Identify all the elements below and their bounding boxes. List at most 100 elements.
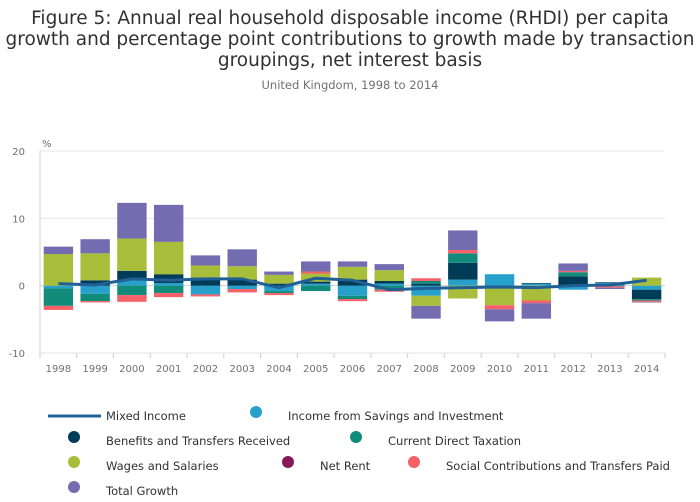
bar-segment [43,288,74,306]
x-tick-label: 2011 [524,364,549,375]
x-tick-label: 2008 [413,364,438,375]
x-tick-label: 2001 [156,364,181,375]
bar-segment [595,286,625,288]
bar-segment [558,276,588,286]
x-tick-label: 2003 [229,364,254,375]
bar-segment [80,301,110,303]
bar-segment [374,280,404,284]
legend-label: Mixed Income [106,409,186,423]
bar-segment [448,249,478,254]
legend-item[interactable]: Benefits and Transfers Received [68,431,290,448]
bar-segment [117,279,147,286]
bar-segment [337,299,368,302]
bar-segment [43,254,74,286]
bar-segment [521,282,552,284]
bar-segment [374,283,404,286]
bar-segment [117,202,147,239]
x-tick-label: 2005 [303,364,328,375]
bar-segment [521,285,552,301]
bar-segment [43,285,74,289]
bar-segment [337,295,368,300]
y-tick-label: 10 [12,214,25,225]
bar-segment [301,271,331,274]
bar-segment [264,271,294,275]
bar-segment [337,266,368,280]
bar-segment [227,266,257,280]
bar-segment [411,278,441,281]
chart-subtitle: United Kingdom, 1998 to 2014 [261,78,439,92]
bar-segment [227,279,257,286]
x-tick-label: 2002 [193,364,218,375]
bar-segment [411,305,441,319]
x-tick-label: 2007 [377,364,402,375]
legend-label: Social Contributions and Transfers Paid [446,459,670,473]
bar-segment [301,261,331,272]
bar-segment [80,285,110,294]
legend-label: Benefits and Transfers Received [106,434,290,448]
bar-segment [558,263,588,271]
legend-item[interactable]: Wages and Salaries [68,456,219,473]
bar-segment [558,270,588,273]
legend-item[interactable]: Mixed Income [48,409,186,423]
bar-segment [631,301,662,303]
bar-segment [80,293,110,302]
bar-segment [190,265,221,278]
legend-dot-swatch [68,431,80,443]
bar-stacks [43,202,662,322]
bar-segment [448,279,478,286]
bar-segment [595,287,625,290]
bar-segment [631,289,662,300]
bar-segment [448,253,478,263]
bar-segment [631,299,662,301]
bar-segment [264,274,294,284]
bar-segment [190,294,221,297]
bar-segment [337,261,368,267]
legend-dot-swatch [68,481,80,493]
bar-segment [153,241,184,275]
x-tick-label: 1998 [46,364,71,375]
bar-segment [264,293,294,296]
bar-segment [448,230,478,250]
bar-segment [117,295,147,302]
mixed-income-polyline [58,276,647,292]
x-tick-label: 2004 [266,364,291,375]
mixed-income-line [58,276,647,292]
legend-item[interactable]: Income from Savings and Investment [250,406,504,423]
bar-segment [227,285,257,290]
bar-segment [411,295,441,306]
bar-segment [117,238,147,271]
legend-item[interactable]: Net Rent [282,456,371,473]
chart-title: Figure 5: Annual real household disposab… [5,8,695,71]
bar-segment [595,282,625,283]
bar-segment [117,270,147,280]
bar-segment [558,285,588,290]
x-tick-label: 2009 [450,364,475,375]
legend-label: Income from Savings and Investment [288,409,504,423]
x-tick-label: 2013 [597,364,622,375]
y-axis-unit: % [42,139,52,150]
bar-segment [43,305,74,310]
bar-segment [484,287,515,306]
bar-segment [521,303,552,319]
legend-dot-swatch [68,456,80,468]
y-tick-label: 20 [12,147,25,158]
bar-segment [521,300,552,304]
bar-segment [227,249,257,267]
bar-segment [631,285,662,290]
bar-segment [521,283,552,286]
x-tick-label: 2014 [634,364,659,375]
bar-segment [43,246,74,255]
bar-segment [264,291,294,294]
legend-label: Wages and Salaries [106,459,219,473]
legend-item[interactable]: Social Contributions and Transfers Paid [408,456,670,473]
bar-segment [411,285,441,296]
x-tick-label: 2006 [340,364,365,375]
legend-item[interactable]: Current Direct Taxation [350,431,521,448]
legend-item[interactable]: Total Growth [68,481,178,498]
x-tick-label: 2012 [560,364,585,375]
bar-segment [558,272,588,277]
legend-dot-swatch [350,431,362,443]
bar-segment [80,280,110,286]
bar-segment [337,279,368,286]
bar-segment [301,285,331,292]
